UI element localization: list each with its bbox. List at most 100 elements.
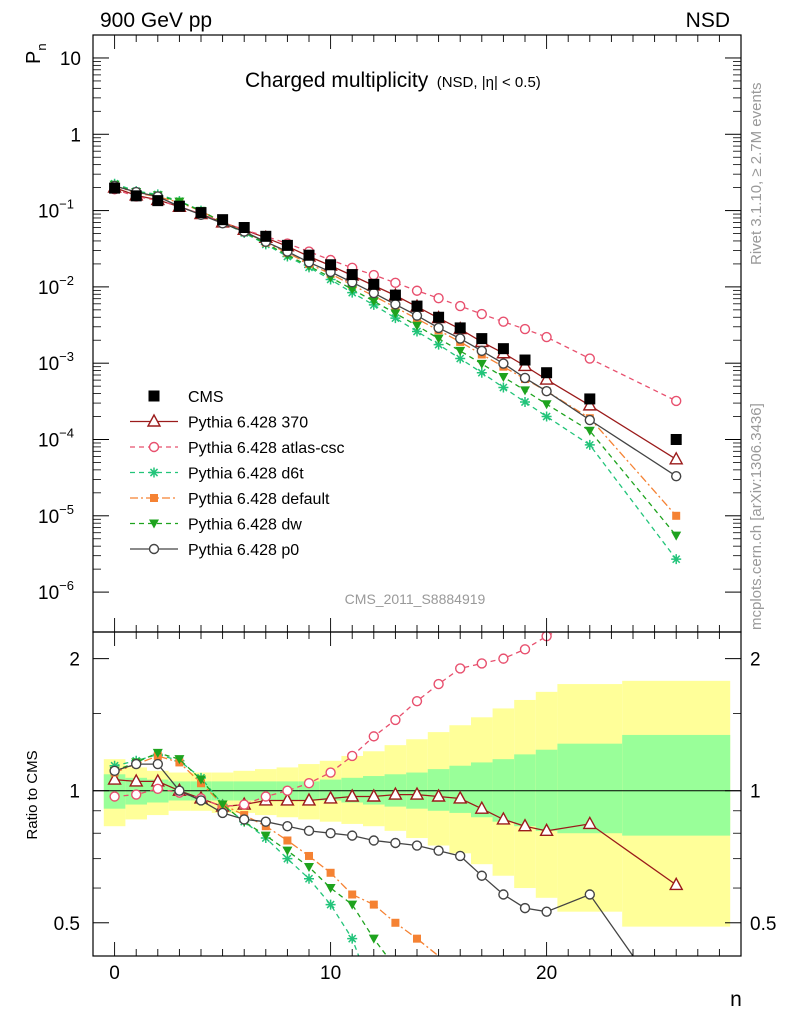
- ratio-default-point: [348, 890, 357, 899]
- uncertainty-band-inner: [449, 765, 471, 813]
- legend-swatch-marker: [149, 467, 159, 478]
- main-p370-point: [669, 451, 684, 465]
- ratio-p370-point: [474, 800, 489, 814]
- main-p0-point: [584, 414, 595, 426]
- main-CMS-point: [281, 239, 293, 251]
- ratio-atlas-point: [130, 789, 142, 800]
- main-default-point: [672, 511, 681, 520]
- main-atlas-point: [368, 269, 379, 281]
- legend-item-default: Pythia 6.428 default: [130, 491, 330, 508]
- uncertainty-band-inner: [622, 734, 731, 836]
- main-CMS-point: [670, 433, 682, 445]
- ratio-p0-point: [411, 840, 423, 851]
- ratio-p0-point: [325, 828, 336, 839]
- header-right: NSD: [686, 9, 730, 32]
- ratio-dw-point: [152, 748, 163, 758]
- main-p0-point: [455, 333, 466, 344]
- legend-swatch-marker: [148, 390, 160, 402]
- ratio-default-point: [369, 900, 378, 909]
- side-note-mcplots: mcplots.cern.ch [arXiv:1306.3436]: [748, 403, 765, 630]
- legend-item-d6t: Pythia 6.428 d6t: [130, 466, 304, 483]
- ratio-default-point: [326, 868, 335, 877]
- main-p0-point: [519, 372, 531, 384]
- ratio-dw-point: [325, 884, 336, 894]
- ratio-atlas-point: [325, 767, 336, 778]
- main-CMS-point: [173, 200, 185, 212]
- legend-label: Pythia 6.428 atlas-csc: [188, 440, 345, 457]
- uncertainty-band-inner: [471, 762, 493, 818]
- main-ytick-label: 10−6: [38, 578, 74, 604]
- ratio-p0-point: [498, 889, 509, 900]
- main-d6t-point: [520, 397, 530, 407]
- main-dw-point: [520, 386, 530, 396]
- ratio-atlas-line: [114, 632, 556, 808]
- main-p0-point: [498, 358, 509, 369]
- ratio-p0-point: [152, 758, 164, 770]
- ratio-p370-point: [539, 822, 554, 837]
- ratio-default-line: [114, 755, 440, 956]
- main-CMS-point: [325, 259, 337, 271]
- ratio-ytick-label: 0.5: [54, 914, 80, 935]
- ratio-atlas-point: [368, 731, 379, 742]
- main-CMS-point: [411, 300, 423, 312]
- ratio-panel: 0.5 0.51 12 20 10 20 Ratio to CMS n: [24, 631, 776, 1011]
- ratio-atlas-point: [303, 778, 315, 789]
- main-ytick-label: 10: [60, 49, 81, 70]
- ratio-atlas-point: [109, 791, 120, 802]
- ratio-dw-point: [368, 934, 379, 944]
- ratio-atlas-point: [152, 783, 164, 795]
- ratio-d6t-point: [304, 873, 314, 884]
- ratio-p370-point: [107, 771, 122, 785]
- ratio-p0-point: [174, 785, 185, 796]
- ratio-p370-point: [453, 790, 468, 804]
- main-atlas-point: [390, 277, 401, 289]
- main-dw-point: [412, 321, 422, 331]
- ratio-atlas-point: [282, 785, 293, 796]
- main-p0-point: [390, 299, 401, 310]
- main-ytick-label: 10−2: [38, 273, 74, 299]
- ratio-default-point: [283, 836, 292, 845]
- main-ytick-label: 10−5: [38, 502, 74, 528]
- main-atlas-point: [541, 331, 552, 343]
- ratio-p0-point: [584, 889, 595, 900]
- legend-label: Pythia 6.428 p0: [188, 542, 299, 559]
- ratio-p370-point: [366, 788, 381, 802]
- ratio-p370-point: [129, 773, 144, 787]
- side-note-rivet: Rivet 3.1.10, ≥ 2.7M events: [748, 83, 765, 266]
- main-CMS-point: [130, 190, 142, 202]
- ratio-p0-point: [433, 845, 444, 856]
- ratio-dw-point: [174, 755, 185, 765]
- ratio-p0-point: [390, 837, 401, 849]
- legend: CMS Pythia 6.428 370 Pythia 6.428 atlas-cs…: [130, 389, 345, 559]
- ratio-p0-point: [109, 765, 120, 777]
- ratio-atlas-point: [433, 678, 444, 690]
- ratio-p370-point: [345, 788, 360, 802]
- main-ytick-label: 1: [70, 125, 81, 146]
- ratio-p370-point: [431, 788, 446, 802]
- ratio-default-point: [413, 934, 421, 943]
- main-CMS-point: [454, 322, 466, 334]
- main-atlas-point: [584, 353, 595, 364]
- main-CMS-point: [519, 354, 531, 366]
- main-CMS-point: [389, 289, 401, 301]
- main-CMS-point: [303, 249, 315, 261]
- legend-label: CMS: [188, 389, 224, 406]
- ratio-ytick-label-right: 2: [750, 650, 761, 671]
- main-atlas-point: [455, 300, 466, 312]
- ratio-p370-point: [669, 876, 684, 891]
- main-dw-point: [368, 297, 379, 307]
- main-CMS-point: [497, 343, 509, 355]
- ratio-d6t-point: [282, 853, 293, 864]
- main-p0-point: [671, 471, 682, 482]
- main-ytick-label: 10−4: [38, 425, 74, 451]
- main-ylabel: Pn: [23, 43, 49, 64]
- main-d6t-point: [584, 439, 595, 450]
- ratio-p370-point: [301, 792, 317, 806]
- ratio-p0-point: [476, 870, 487, 881]
- main-dw-point: [433, 334, 444, 344]
- main-p370-point: [539, 371, 554, 385]
- main-CMS-point: [238, 222, 250, 234]
- ratio-p0-point: [455, 850, 466, 862]
- main-panel: 10−6 10−5 10−4 10−3 10−2 10−1 1 10 Charged mult…: [23, 34, 742, 633]
- ratio-atlas-point: [411, 695, 423, 707]
